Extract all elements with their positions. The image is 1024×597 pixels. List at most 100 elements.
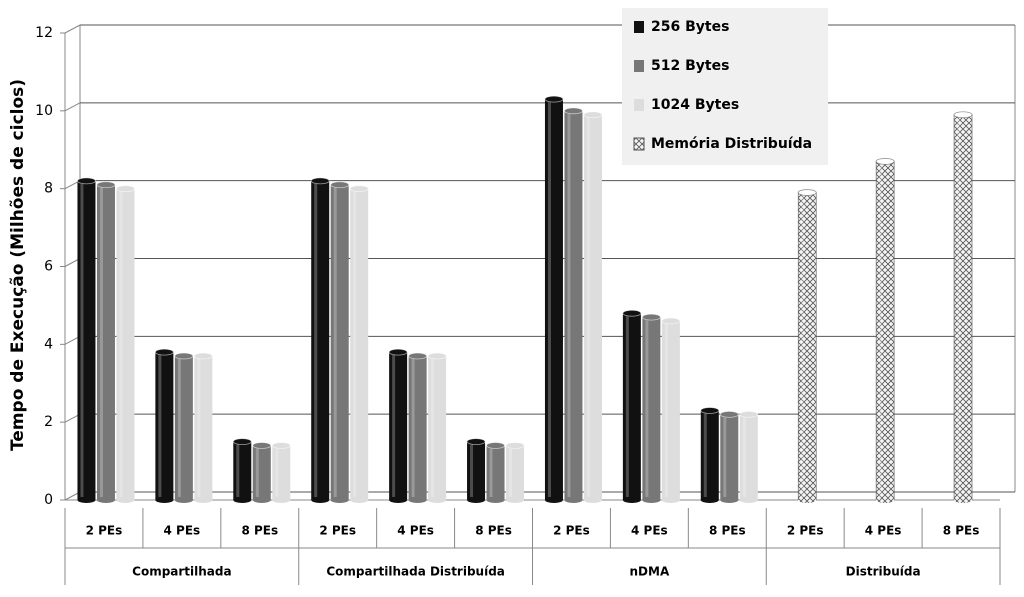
bar-base [622,497,641,503]
bar-top [349,185,369,193]
bar-base [311,497,330,503]
bar-base [506,497,525,503]
bar-base [700,497,719,503]
x-tick-label: 4 PEs [631,524,668,538]
x-tick-label: 8 PEs [475,524,512,538]
bar-base [798,497,817,503]
bar-shine [411,359,415,497]
bar-shine [255,448,259,497]
bar [583,111,603,503]
grid-diag [64,102,81,112]
bar [174,352,194,503]
bar [330,181,350,503]
bar-body [739,414,758,500]
bar [252,442,272,503]
bar-base [642,497,661,503]
x-tick-label: 2 PEs [553,524,590,538]
bar-body [116,188,135,500]
bar-base [467,497,486,503]
bar-base [96,497,115,503]
y-tick-label: 8 [44,181,53,197]
bar-base [408,497,427,503]
bar [271,442,291,503]
bar-top [719,410,739,418]
x-tick-label: 2 PEs [319,524,356,538]
bar [661,317,681,503]
bar-body [96,184,115,500]
bar-top [271,442,291,449]
bar-shine [645,320,649,497]
y-tick-label: 6 [44,259,53,275]
bar [232,438,252,503]
bar [486,442,505,503]
bar-top [622,309,642,317]
bar-shine [723,417,727,497]
bar-base [272,497,291,503]
bar-body [233,441,252,500]
bar [719,410,739,503]
bar-shine [119,191,123,497]
legend-box [622,8,828,165]
group-label: nDMA [630,565,670,579]
bar-shine [80,183,84,497]
bar [700,407,720,503]
bar-body [174,356,193,500]
y-tick-label: 2 [44,414,53,430]
bar-shine [431,359,435,497]
bar-shine [703,413,707,497]
bar-top [661,317,681,325]
bar-body [564,110,583,500]
bar-base [174,497,193,503]
y-axis-title: Tempo de Execução (Milhões de ciclos) [8,79,28,451]
bar-base [77,497,96,503]
bar-base [116,497,135,503]
bar-shine [957,117,961,497]
bar-top [427,352,447,360]
bar-body [506,445,525,500]
bar-shine [392,355,396,497]
x-tick-label: 4 PEs [865,524,902,538]
bar-shine [470,444,474,497]
bar-base [233,497,252,503]
x-tick-label: 8 PEs [709,524,746,538]
bar-base [954,497,973,503]
bar-base [194,497,213,503]
bar-body [642,317,661,500]
bar-body [797,192,817,501]
bar [641,313,661,503]
bar-top [193,352,213,360]
x-tick-label: 4 PEs [397,524,434,538]
bar-shine [664,323,668,497]
bar-top [953,111,973,119]
bar-base [486,497,505,503]
bar-top [154,348,174,356]
bar [427,352,447,503]
bar-shine [879,164,883,498]
bar [408,352,428,503]
bar-top [739,410,759,418]
bar-top [505,442,525,449]
bar-shine [99,187,103,497]
legend-swatch [634,21,644,33]
legend-label: 256 Bytes [651,19,729,35]
bar-top [486,442,505,449]
bar [466,438,486,503]
bar-base [564,497,583,503]
bar-top [875,158,895,165]
bar-body [467,441,486,500]
bar-body [700,410,719,500]
bar [505,442,525,503]
bar-body [544,99,563,501]
bar-base [252,497,271,503]
bar [154,348,174,503]
bar [388,348,408,503]
bar-body [311,180,330,500]
bar-top [232,438,252,446]
bar-top [544,95,564,103]
bar-body [428,356,447,500]
x-tick-label: 4 PEs [164,524,201,538]
bar-shine [567,113,571,497]
bar [310,177,330,503]
